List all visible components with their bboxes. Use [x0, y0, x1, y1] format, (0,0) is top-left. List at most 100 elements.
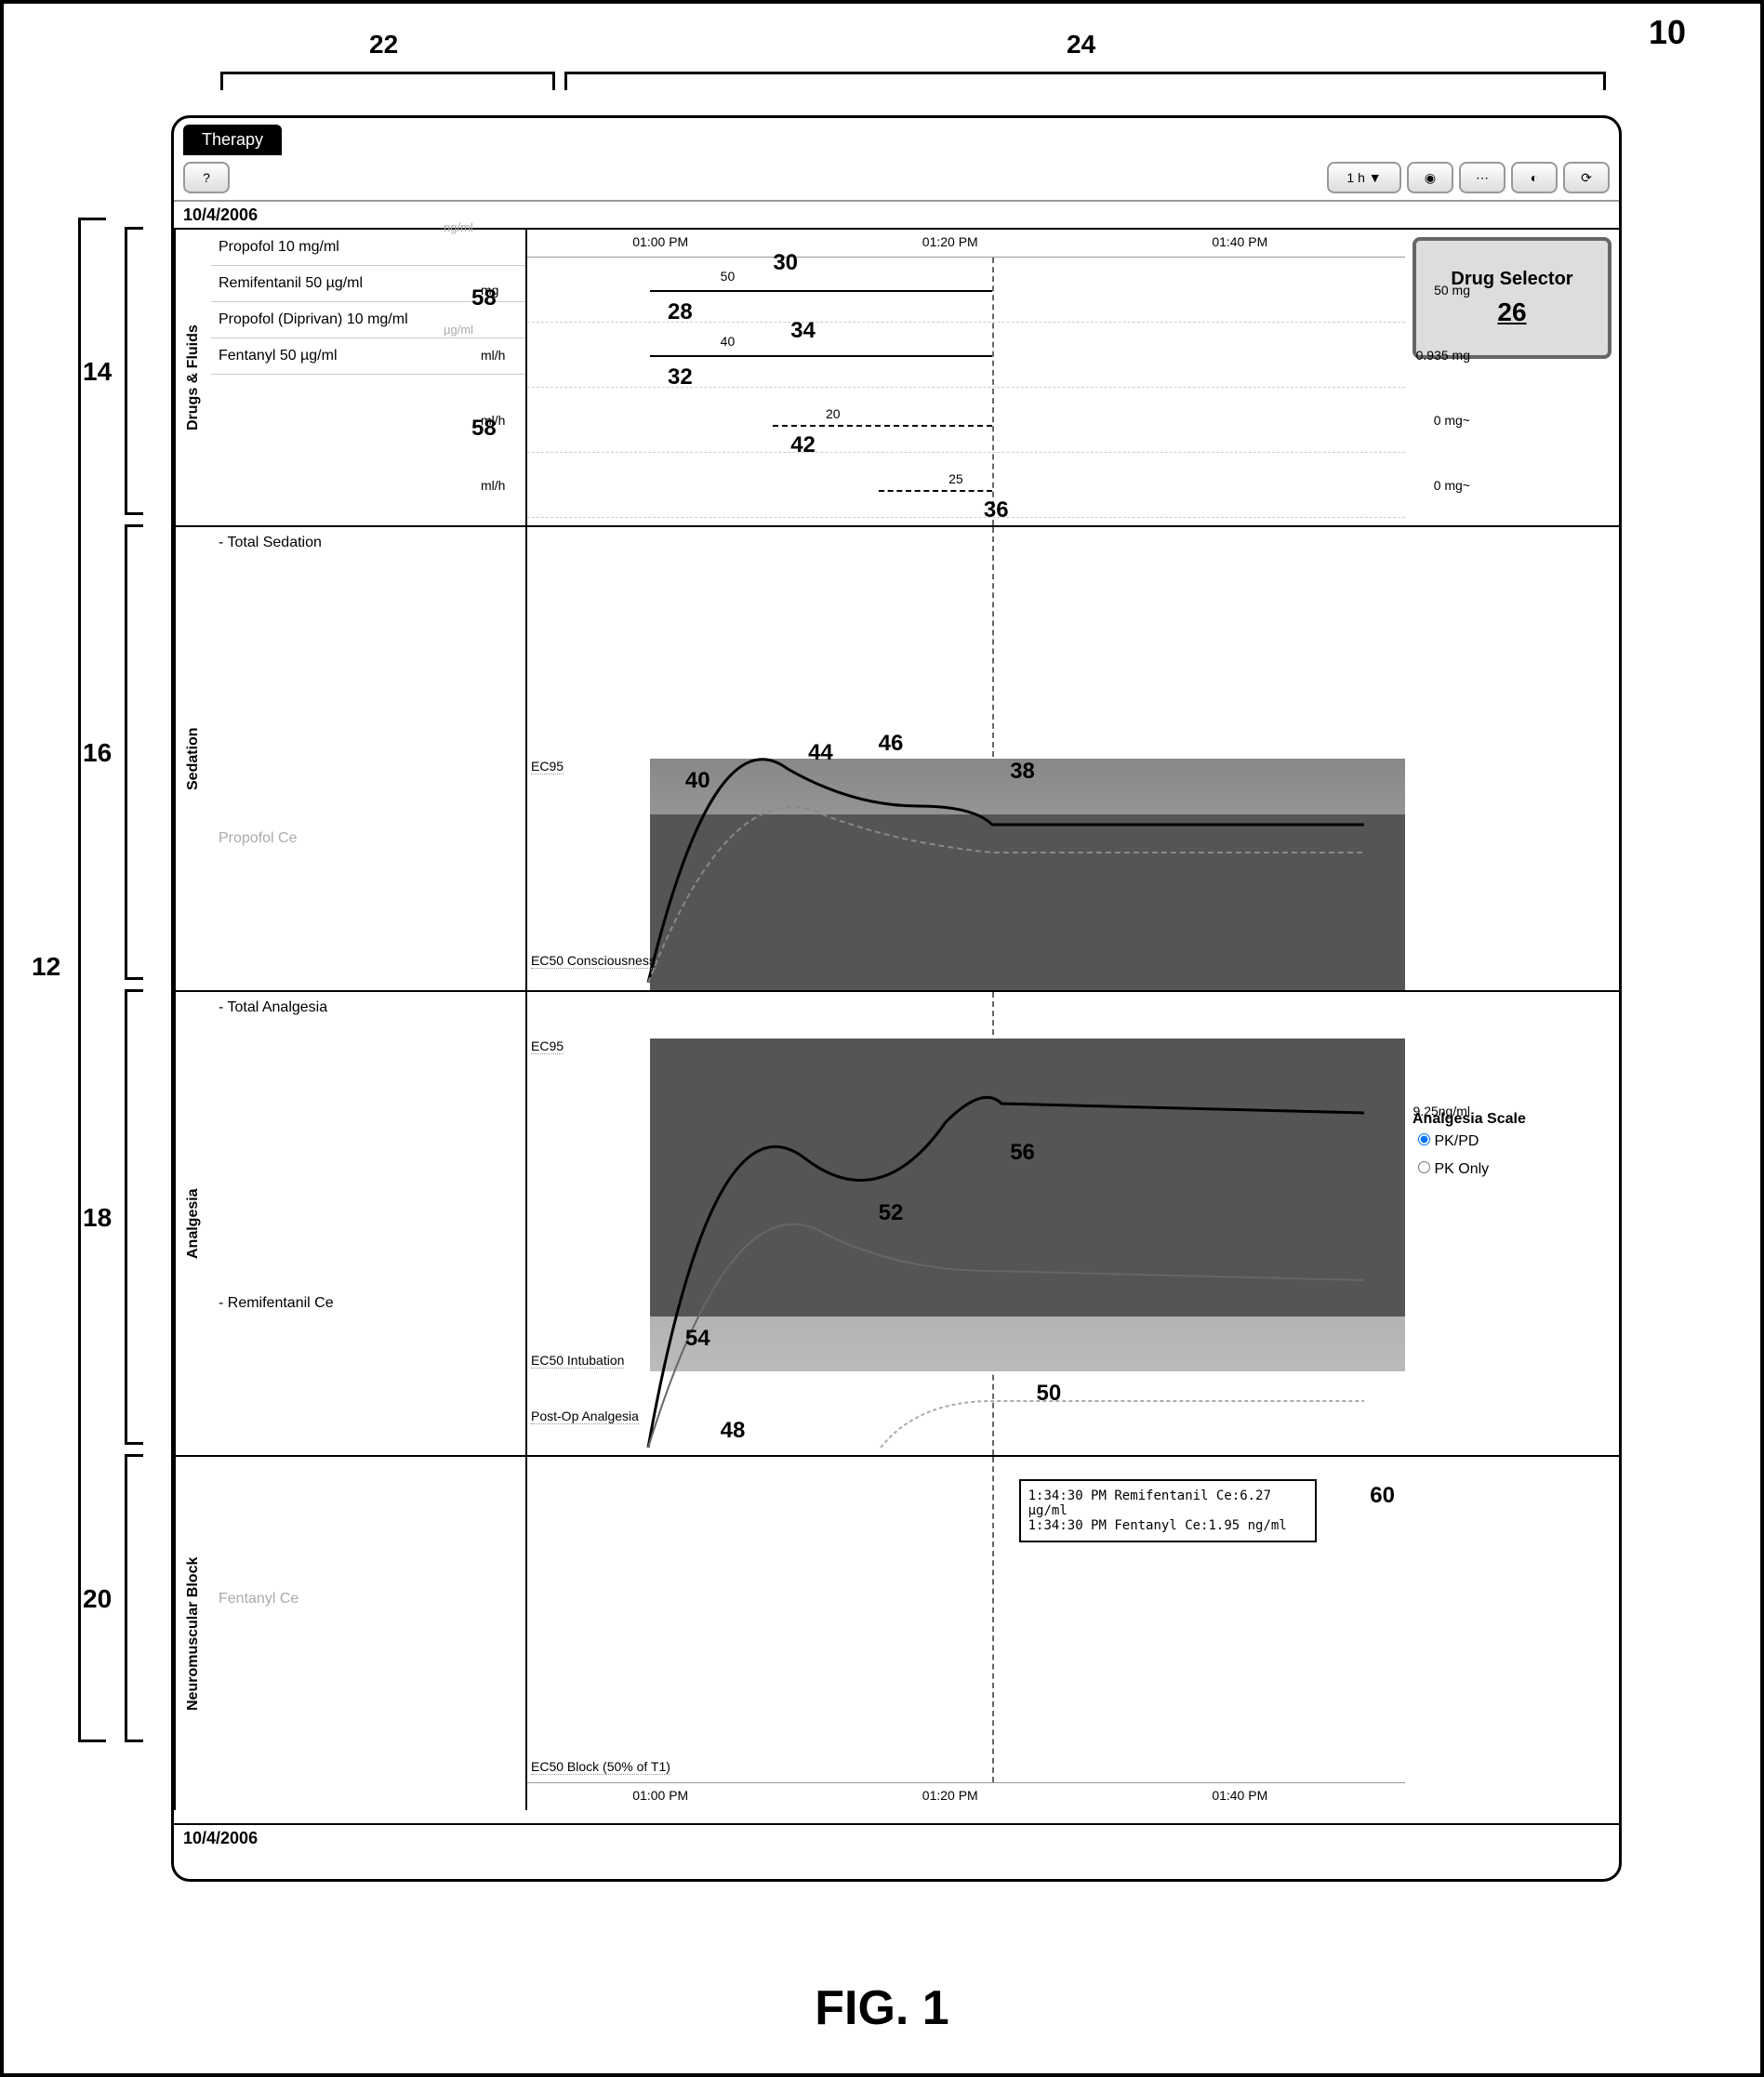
figure-frame: 10 12 14 16 18 20 Therapy ? 1 h ▼ ◉ ⋯ ◐ …	[0, 0, 1764, 2077]
ec50-block: EC50 Block (50% of T1)	[531, 1759, 670, 1775]
radio-pkonly[interactable]: PK Only	[1413, 1156, 1611, 1184]
sedation-legend-0: - Total Sedation	[211, 527, 525, 823]
callout-52: 52	[879, 1200, 904, 1226]
callout-24: 24	[1067, 30, 1095, 60]
callout-18: 18	[83, 1203, 112, 1233]
drug-row-0[interactable]: Propofol 10 mg/ml	[211, 230, 525, 266]
callout-38: 38	[1010, 759, 1035, 785]
callout-56: 56	[1010, 1140, 1035, 1166]
callout-10: 10	[1649, 13, 1686, 52]
zoom-selector[interactable]: 1 h ▼	[1327, 162, 1401, 193]
callout-46: 46	[879, 731, 904, 757]
callout-48: 48	[721, 1418, 746, 1444]
ec95-sedation: EC95	[531, 759, 564, 774]
ec95-analgesia: EC95	[531, 1038, 564, 1054]
drug-chart-row-2: ml/h 20 0 mg~ 42	[527, 388, 1405, 453]
drugs-chart: 01:00 PM 01:20 PM 01:40 PM mg 50	[527, 230, 1405, 525]
date-row-top: 10/4/2006	[174, 202, 1619, 230]
callout-22: 22	[369, 30, 398, 60]
tab-drugs[interactable]: Drugs & Fluids	[174, 230, 211, 525]
tab-sedation[interactable]: Sedation	[174, 527, 211, 990]
brace-16	[125, 524, 143, 980]
tool-btn-1[interactable]: ◉	[1407, 162, 1453, 193]
drug-chart-row-0: mg 50 50 mg 28 30	[527, 258, 1405, 323]
callout-12: 12	[32, 952, 60, 982]
nmb-right	[1405, 1457, 1619, 1810]
section-drugs: Drugs & Fluids Propofol 10 mg/ml Remifen…	[174, 230, 1619, 527]
readout-line-0: 1:34:30 PM Remifentanil Ce:6.27 µg/ml	[1028, 1488, 1307, 1518]
sedation-right	[1405, 527, 1619, 990]
brace-24	[564, 72, 1606, 90]
brace-18	[125, 989, 143, 1445]
sedation-unit: µg/ml	[444, 323, 473, 337]
section-nmb: Neuromuscular Block EC50 Block (50% of T…	[174, 1457, 1619, 1810]
app-window: Therapy ? 1 h ▼ ◉ ⋯ ◐ ⟳ 22 24 10/4/2006 …	[171, 115, 1622, 1882]
sedation-chart: EC95 EC50 Consciousness 40 44 46 38	[527, 527, 1405, 990]
radio-pkpd[interactable]: PK/PD	[1413, 1128, 1611, 1156]
help-button[interactable]: ?	[183, 162, 230, 193]
tool-btn-2[interactable]: ⋯	[1459, 162, 1505, 193]
callout-36: 36	[984, 497, 1009, 523]
date-row-bottom: 10/4/2006	[174, 1823, 1619, 1851]
callout-32: 32	[668, 364, 693, 390]
time-axis-drugs: 01:00 PM 01:20 PM 01:40 PM	[527, 230, 1405, 258]
callout-16: 16	[83, 738, 112, 768]
drugs-panel: Propofol 10 mg/ml Remifentanil 50 µg/ml …	[211, 230, 527, 525]
analgesia-unit: ng/ml	[444, 220, 473, 234]
main-area: Drugs & Fluids Propofol 10 mg/ml Remifen…	[174, 230, 1619, 1823]
callout-54: 54	[685, 1326, 710, 1352]
callout-26: 26	[1426, 298, 1598, 327]
section-analgesia: Analgesia - Total Analgesia - Remifentan…	[174, 992, 1619, 1457]
readout-box: 1:34:30 PM Remifentanil Ce:6.27 µg/ml 1:…	[1019, 1479, 1317, 1542]
analgesia-end-val: 9.25ng/ml	[1413, 1104, 1470, 1118]
callout-14: 14	[83, 357, 112, 387]
callout-20: 20	[83, 1584, 112, 1614]
drug-selector-button[interactable]: Drug Selector 26	[1413, 237, 1611, 359]
toolbar: ? 1 h ▼ ◉ ⋯ ◐ ⟳	[174, 155, 1619, 202]
sedation-legend-1: Propofol Ce	[211, 823, 525, 854]
brace-22	[220, 72, 555, 90]
analgesia-right: Analgesia Scale PK/PD PK Only	[1405, 992, 1619, 1455]
brace-12	[78, 218, 106, 1742]
drug-row-3[interactable]: Fentanyl 50 µg/ml	[211, 338, 525, 375]
nmb-chart: EC50 Block (50% of T1) 1:34:30 PM Remife…	[527, 1457, 1405, 1810]
drug-chart-row-1: ml/h 40 0.935 mg 32 34	[527, 323, 1405, 388]
ec50-intubation: EC50 Intubation	[531, 1353, 624, 1369]
callout-34: 34	[790, 318, 816, 344]
drug-line-2	[773, 425, 992, 427]
radio-pkpd-input[interactable]	[1418, 1133, 1430, 1145]
callout-50: 50	[1037, 1381, 1062, 1407]
callout-58b: 58	[471, 285, 497, 311]
time-axis-bottom: 01:00 PM 01:20 PM 01:40 PM	[527, 1782, 1405, 1810]
callout-58a: 58	[471, 416, 497, 442]
callout-30: 30	[773, 250, 798, 276]
analgesia-legend-0: - Total Analgesia	[211, 992, 525, 1288]
tab-analgesia[interactable]: Analgesia	[174, 992, 211, 1455]
callout-60: 60	[1370, 1483, 1395, 1509]
drug-line-3	[879, 490, 993, 492]
postop-analgesia: Post-Op Analgesia	[531, 1409, 639, 1424]
ec50-sedation: EC50 Consciousness	[531, 953, 656, 969]
drug-line-0	[650, 290, 992, 292]
drug-line-1	[650, 355, 992, 357]
sedation-curve	[527, 527, 1405, 990]
tab-nmb[interactable]: Neuromuscular Block	[174, 1457, 211, 1810]
brace-20	[125, 1454, 143, 1742]
readout-line-1: 1:34:30 PM Fentanyl Ce:1.95 ng/ml	[1028, 1518, 1307, 1533]
now-line-nmb	[992, 1457, 994, 1782]
drug-chart-row-3: ml/h 25 0 mg~ 36	[527, 453, 1405, 518]
figure-label: FIG. 1	[815, 1980, 948, 2036]
brace-14	[125, 227, 143, 515]
callout-40: 40	[685, 768, 710, 794]
callout-28: 28	[668, 299, 693, 325]
analgesia-curves	[527, 992, 1405, 1455]
tab-bar: Therapy	[174, 118, 1619, 155]
therapy-tab[interactable]: Therapy	[183, 125, 282, 155]
sedation-panel: - Total Sedation Propofol Ce 58 µg/ml	[211, 527, 527, 990]
callout-44: 44	[808, 740, 833, 766]
tool-btn-3[interactable]: ◐	[1511, 162, 1558, 193]
radio-pkonly-input[interactable]	[1418, 1161, 1430, 1173]
analgesia-chart: EC95 EC50 Intubation Post-Op Analgesia 9…	[527, 992, 1405, 1455]
analgesia-panel: - Total Analgesia - Remifentanil Ce Fent…	[211, 992, 527, 1455]
tool-btn-4[interactable]: ⟳	[1563, 162, 1610, 193]
